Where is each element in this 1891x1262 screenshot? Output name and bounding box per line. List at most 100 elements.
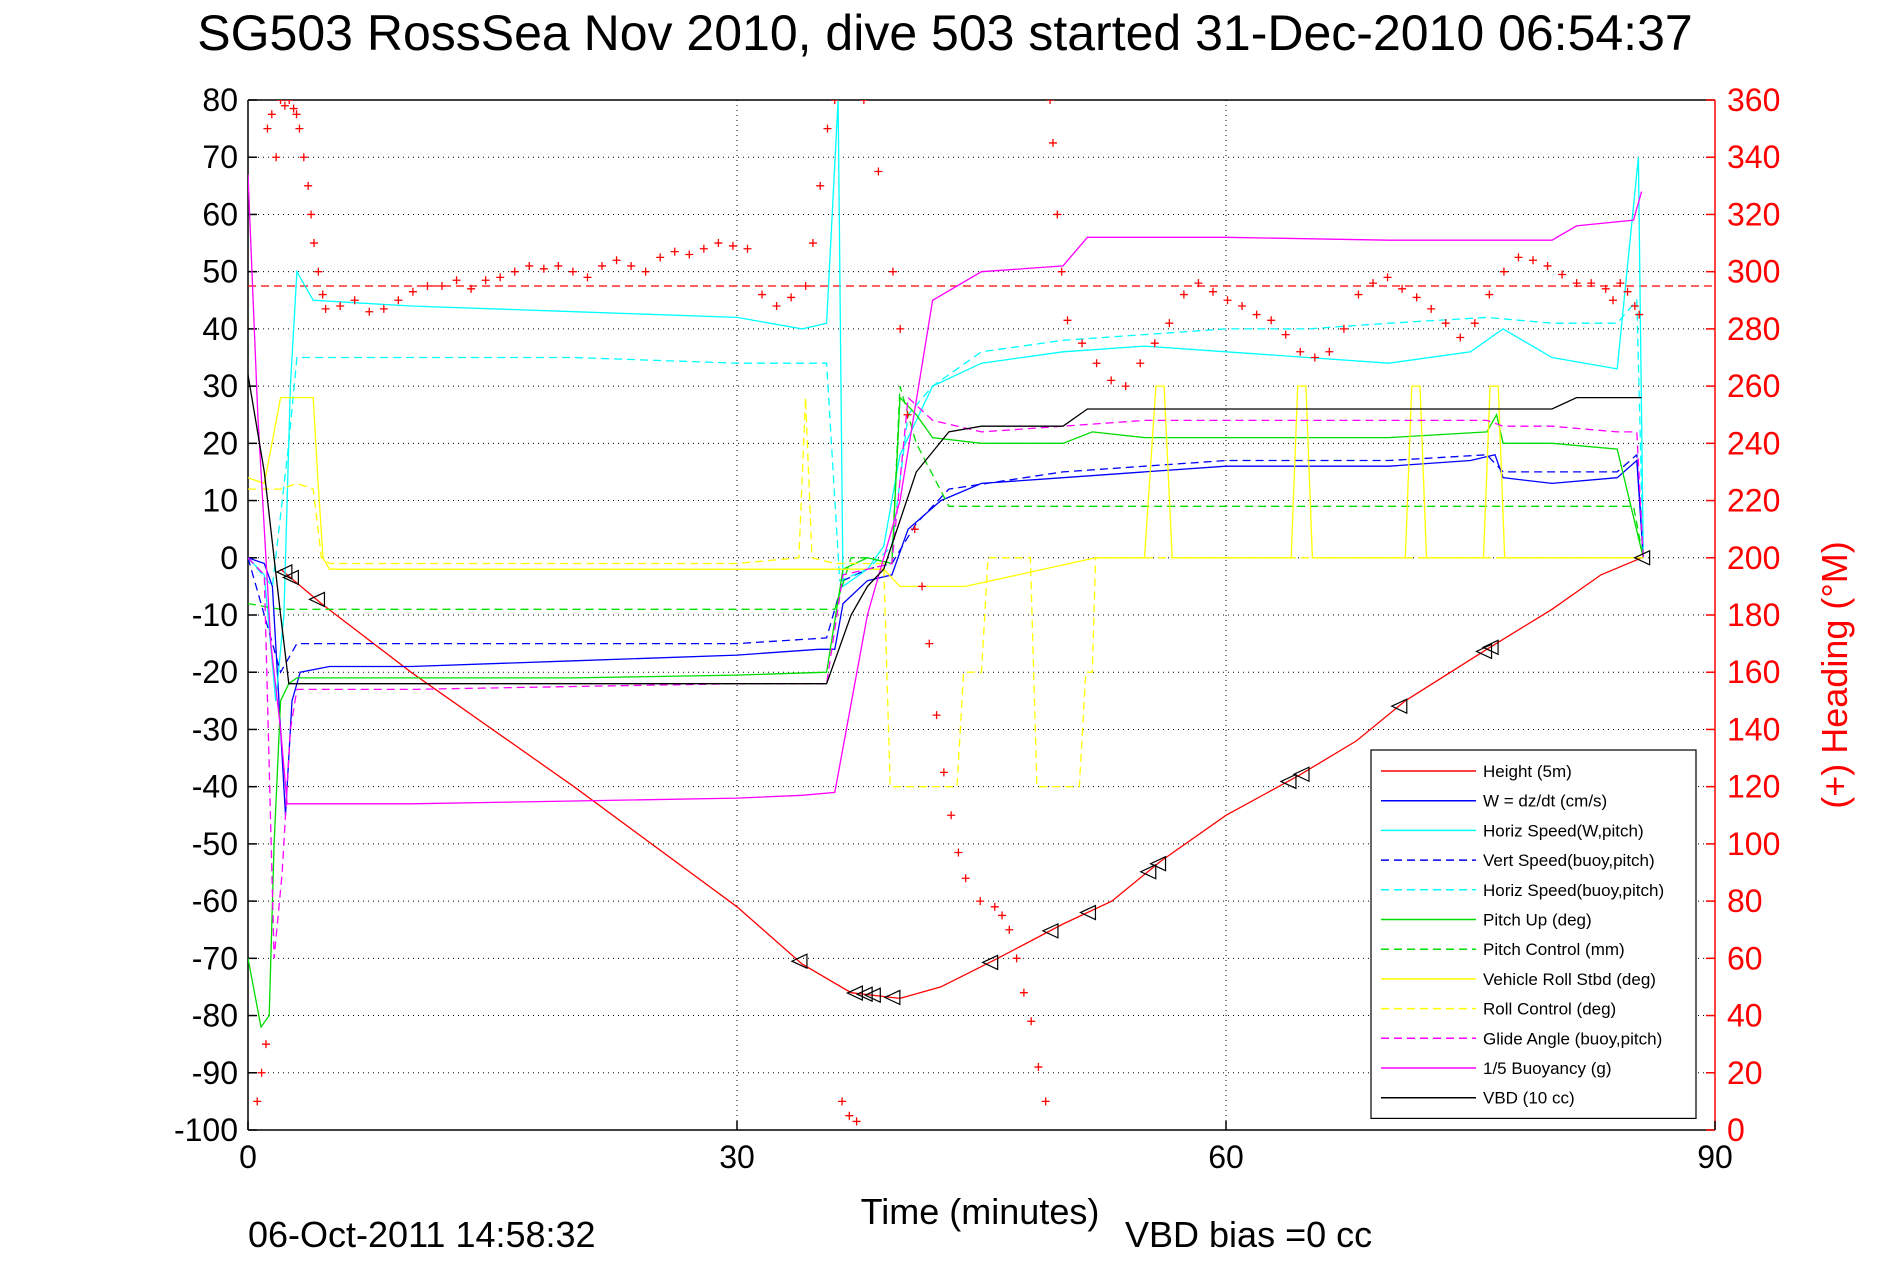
plot-area: 80706050403020100-10-20-30-40-50-60-70-8… (174, 82, 1780, 1175)
data-layer (248, 100, 1715, 1126)
dive-marker (790, 953, 808, 970)
legend-label: 1/5 Buoyancy (g) (1483, 1059, 1612, 1078)
heading-point (467, 284, 476, 293)
heading-point (263, 124, 272, 133)
heading-point (888, 267, 897, 276)
heading-point (1470, 319, 1479, 328)
heading-point (280, 101, 289, 110)
y2-tick-label: 340 (1727, 139, 1780, 175)
heading-point (1012, 954, 1021, 963)
heading-point (1027, 1017, 1036, 1026)
legend-label: Roll Control (deg) (1483, 1000, 1616, 1019)
series-line-8 (248, 397, 1644, 788)
heading-point (852, 1117, 861, 1126)
dive-marker (275, 564, 293, 580)
heading-point (452, 276, 461, 285)
heading-point (1267, 316, 1276, 325)
legend-label: Height (5m) (1483, 762, 1572, 781)
heading-point (910, 525, 919, 534)
dive-marker (855, 986, 873, 1003)
heading-point (874, 167, 883, 176)
y2-tick-label: 0 (1727, 1112, 1745, 1148)
series-line-7 (248, 385, 1644, 588)
dive-marker (845, 985, 863, 1001)
dive-marker (1481, 639, 1499, 656)
dive-marker (981, 954, 999, 971)
legend-label: Pitch Up (deg) (1483, 911, 1592, 930)
heading-point (1354, 290, 1363, 299)
heading-point (437, 281, 446, 290)
heading-point (1136, 359, 1145, 368)
legend: Height (5m) W = dz/dt (cm/s) Horiz Speed(W… (1370, 749, 1697, 1119)
heading-point (1623, 287, 1632, 296)
heading-point (394, 296, 403, 305)
heading-point (1053, 210, 1062, 219)
heading-point (423, 281, 432, 290)
y2-tick-label: 200 (1727, 540, 1780, 576)
y-tick-label: -90 (192, 1055, 238, 1091)
heading-point (309, 239, 318, 248)
heading-point (1609, 296, 1618, 305)
heading-point (758, 290, 767, 299)
y2-tick-label: 300 (1727, 254, 1780, 290)
series-line-4 (248, 298, 1644, 588)
heading-point (1601, 284, 1610, 293)
dive-marker (281, 569, 299, 586)
heading-point (830, 100, 839, 104)
dive-marker (1633, 549, 1651, 566)
y-tick-label: 50 (202, 254, 238, 290)
heading-point (859, 100, 868, 104)
heading-point (685, 250, 694, 259)
dive-marker (1390, 698, 1408, 715)
heading-point (257, 1068, 266, 1077)
heading-point (932, 711, 941, 720)
heading-point (350, 296, 359, 305)
y-tick-label: 30 (202, 368, 238, 404)
heading-point (612, 256, 621, 265)
heading-point (1063, 316, 1072, 325)
heading-point (276, 100, 285, 104)
heading-point (1456, 333, 1465, 342)
heading-point (379, 304, 388, 313)
legend-label: VBD (10 cc) (1483, 1089, 1575, 1108)
heading-point (1529, 256, 1538, 265)
heading-point (1041, 1097, 1050, 1106)
heading-point (743, 244, 752, 253)
heading-point (321, 304, 330, 313)
heading-point (1587, 279, 1596, 288)
heading-point (267, 110, 276, 119)
heading-point (314, 267, 323, 276)
heading-point (583, 273, 592, 282)
y2-tick-label: 140 (1727, 711, 1780, 747)
heading-point (408, 287, 417, 296)
heading-point (801, 281, 810, 290)
heading-point (1635, 310, 1644, 319)
heading-point (1078, 339, 1087, 348)
y2-tick-label: 260 (1727, 368, 1780, 404)
dive-marker (1079, 904, 1097, 921)
heading-point (261, 1040, 270, 1049)
heading-point (627, 261, 636, 270)
y-tick-label: -50 (192, 826, 238, 862)
y2-tick-label: 240 (1727, 425, 1780, 461)
dive-marker (1292, 766, 1310, 783)
heading-point (1369, 279, 1377, 288)
x-tick-label: 0 (239, 1139, 257, 1175)
heading-point (1485, 290, 1494, 299)
chart-title: SG503 RossSea Nov 2010, dive 503 started… (197, 5, 1692, 61)
heading-point (253, 1097, 262, 1106)
heading-point (1179, 290, 1188, 299)
heading-point (823, 124, 832, 133)
vbd-bias-footer: VBD bias =0 cc (1125, 1214, 1372, 1255)
heading-point (299, 153, 308, 162)
y2-tick-label: 120 (1727, 769, 1780, 805)
heading-point (1150, 339, 1159, 348)
heading-point (808, 239, 817, 248)
y-tick-label: -10 (192, 597, 238, 633)
dive-marker (1279, 773, 1297, 790)
heading-point (903, 410, 912, 419)
heading-point (285, 100, 294, 104)
heading-point (318, 290, 327, 299)
heading-point (1092, 359, 1101, 368)
